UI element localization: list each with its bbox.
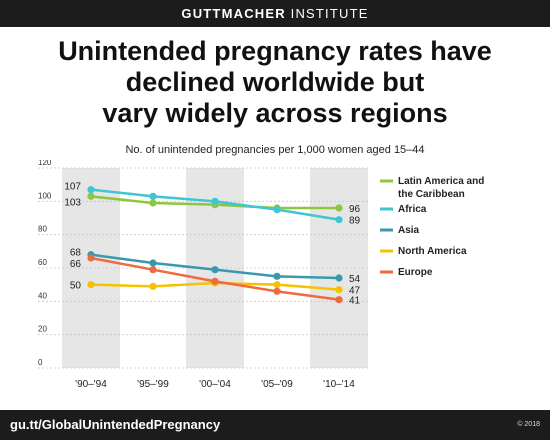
data-point bbox=[335, 204, 343, 212]
brand-light: INSTITUTE bbox=[285, 6, 369, 21]
line-chart: 0 20 40 60 80 100 120 '90–'94 '95–'99 '00–'04 '05–… bbox=[38, 160, 484, 390]
data-point bbox=[211, 277, 219, 285]
x-tick-label: '90–'94 bbox=[75, 379, 107, 390]
data-point bbox=[273, 206, 281, 214]
y-tick-label: 40 bbox=[38, 291, 47, 300]
chart-subtitle: No. of unintended pregnancies per 1,000 … bbox=[125, 144, 425, 156]
title-line-2: declined worldwide but bbox=[125, 67, 425, 97]
data-point bbox=[149, 192, 157, 200]
brand-bold: GUTTMACHER bbox=[181, 6, 286, 21]
data-point bbox=[211, 266, 219, 274]
y-tick-label: 100 bbox=[38, 191, 52, 200]
title-line-1: Unintended pregnancy rates have bbox=[58, 36, 492, 66]
y-tick-label: 60 bbox=[38, 258, 47, 267]
x-tick-label: '05–'09 bbox=[261, 379, 293, 390]
data-point bbox=[273, 281, 281, 289]
title-line-3: vary widely across regions bbox=[102, 98, 448, 128]
data-point bbox=[273, 287, 281, 295]
data-point bbox=[149, 266, 157, 274]
footer-bar: gu.tt/GlobalUnintendedPregnancy © 2018 bbox=[0, 410, 550, 440]
data-label: 89 bbox=[349, 216, 361, 227]
x-tick-label: '00–'04 bbox=[199, 379, 231, 390]
copyright: © 2018 bbox=[517, 421, 540, 428]
data-point bbox=[87, 254, 95, 262]
data-point bbox=[87, 186, 95, 194]
x-tick-label: '10–'14 bbox=[323, 379, 355, 390]
legend-label: Europe bbox=[398, 267, 433, 278]
legend-label: Latin America and bbox=[398, 176, 484, 187]
legend-label: Africa bbox=[398, 204, 427, 215]
data-point bbox=[87, 281, 95, 289]
data-point bbox=[273, 272, 281, 280]
data-point bbox=[149, 259, 157, 267]
y-tick-label: 80 bbox=[38, 225, 47, 234]
legend-label: North America bbox=[398, 246, 467, 257]
data-label: 47 bbox=[349, 286, 361, 297]
y-tick-label: 0 bbox=[38, 358, 43, 367]
page-title: Unintended pregnancy rates have declined… bbox=[10, 36, 540, 129]
data-point bbox=[335, 274, 343, 282]
x-tick-label: '95–'99 bbox=[137, 379, 169, 390]
data-label: 96 bbox=[349, 204, 361, 215]
data-label: 50 bbox=[70, 281, 82, 292]
brand-logo: GUTTMACHER INSTITUTE bbox=[181, 6, 368, 21]
data-label: 41 bbox=[349, 296, 361, 307]
data-point bbox=[149, 282, 157, 290]
data-point bbox=[335, 216, 343, 224]
legend-label: Asia bbox=[398, 225, 420, 236]
data-point bbox=[335, 296, 343, 304]
header-bar: GUTTMACHER INSTITUTE bbox=[0, 0, 550, 27]
data-label: 107 bbox=[64, 182, 81, 193]
y-tick-label: 120 bbox=[38, 160, 52, 167]
data-point bbox=[335, 286, 343, 294]
footer-url[interactable]: gu.tt/GlobalUnintendedPregnancy bbox=[10, 417, 221, 432]
data-label: 68 bbox=[70, 248, 82, 259]
y-tick-label: 20 bbox=[38, 325, 47, 334]
data-point bbox=[211, 197, 219, 205]
data-point bbox=[87, 192, 95, 200]
data-point bbox=[149, 199, 157, 207]
data-label: 66 bbox=[70, 259, 82, 270]
data-label: 54 bbox=[349, 274, 361, 285]
legend-label: the Caribbean bbox=[398, 189, 465, 200]
data-label: 103 bbox=[64, 197, 81, 208]
